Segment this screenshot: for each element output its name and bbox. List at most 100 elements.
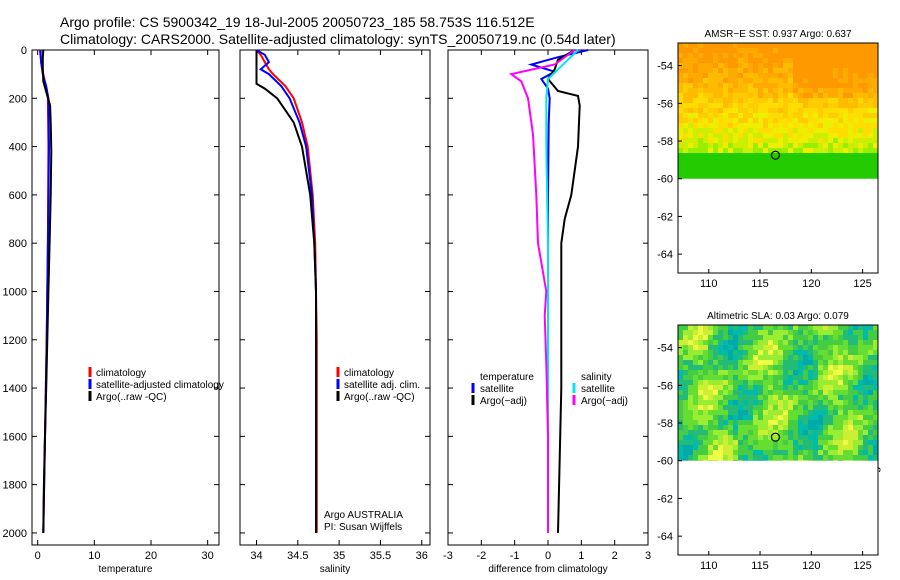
map-cell <box>788 430 793 435</box>
map-cell <box>843 345 848 350</box>
map-cell <box>823 93 828 98</box>
map-cell <box>783 58 788 63</box>
map-cell <box>738 460 743 461</box>
map-cell <box>693 68 698 73</box>
map-cell <box>818 103 823 108</box>
map-cell <box>808 113 813 118</box>
map-cell <box>703 68 708 73</box>
map-cell <box>843 400 848 405</box>
x-tick-label: 2 <box>612 550 618 562</box>
map-cell <box>813 168 818 173</box>
map-cell <box>708 123 713 128</box>
map-cell <box>768 68 773 73</box>
map-cell <box>743 450 748 455</box>
map-cell <box>753 430 758 435</box>
map-cell <box>758 390 763 395</box>
map-cell <box>853 168 858 173</box>
map-cell <box>843 133 848 138</box>
map-cell <box>773 450 778 455</box>
map-cell <box>833 345 838 350</box>
map-cell <box>758 98 763 103</box>
map-cell <box>768 415 773 420</box>
map-cell <box>848 345 853 350</box>
map-cell <box>688 113 693 118</box>
y-tick-label: 1800 <box>3 480 27 492</box>
map-cell <box>868 370 873 375</box>
map-cell <box>743 58 748 63</box>
map-cell <box>808 355 813 360</box>
map-cell <box>778 168 783 173</box>
map-cell <box>853 163 858 168</box>
map-cell <box>788 73 793 78</box>
map-cell <box>838 73 843 78</box>
map-cell <box>743 103 748 108</box>
map-cell <box>858 113 863 118</box>
map-cell <box>698 103 703 108</box>
map-cell <box>748 340 753 345</box>
map-cell <box>798 400 803 405</box>
map-cell <box>688 53 693 58</box>
map-cell <box>793 420 798 425</box>
map-cell <box>753 420 758 425</box>
map-cell <box>743 73 748 78</box>
map-cell <box>798 78 803 83</box>
map-cell <box>858 148 863 153</box>
map-cell <box>858 410 863 415</box>
map-cell <box>728 43 733 48</box>
map-cell <box>833 143 838 148</box>
map-cell <box>723 158 728 163</box>
map-cell <box>763 163 768 168</box>
map-cell <box>728 128 733 133</box>
map-cell <box>813 450 818 455</box>
map-cell <box>748 405 753 410</box>
map-cell <box>693 63 698 68</box>
map-cell <box>793 450 798 455</box>
x-tick-label: 36 <box>416 550 428 562</box>
map-cell <box>773 345 778 350</box>
map-cell <box>823 168 828 173</box>
map-cell <box>683 108 688 113</box>
map-cell <box>788 350 793 355</box>
map-cell <box>758 405 763 410</box>
map-cell <box>763 450 768 455</box>
map-cell <box>688 440 693 445</box>
map-cell <box>818 73 823 78</box>
map-cell <box>703 173 708 178</box>
map-cell <box>773 405 778 410</box>
map-cell <box>783 325 788 330</box>
map-cell <box>703 148 708 153</box>
y-tick-label: 1000 <box>3 286 27 298</box>
map-cell <box>858 365 863 370</box>
map-cell <box>768 118 773 123</box>
map-cell <box>693 390 698 395</box>
map-cell <box>743 173 748 178</box>
map-cell <box>733 168 738 173</box>
map-cell <box>813 58 818 63</box>
map-cell <box>748 48 753 53</box>
map-cell <box>803 68 808 73</box>
map-cell <box>748 345 753 350</box>
map-cell <box>793 385 798 390</box>
map-cell <box>748 113 753 118</box>
map-cell <box>693 345 698 350</box>
map-cell <box>703 360 708 365</box>
map-cell <box>683 335 688 340</box>
map-cell <box>793 415 798 420</box>
map-cell <box>703 375 708 380</box>
map-cell <box>748 430 753 435</box>
map-cell <box>713 420 718 425</box>
y-tick-label: -56 <box>657 98 673 110</box>
map-cell <box>723 340 728 345</box>
map-cell <box>843 48 848 53</box>
map-cell <box>718 410 723 415</box>
map-cell <box>748 103 753 108</box>
map-cell <box>858 460 863 461</box>
map-cell <box>768 168 773 173</box>
map-cell <box>873 430 878 435</box>
map-cell <box>693 113 698 118</box>
map-cell <box>678 425 683 430</box>
map-cell <box>818 93 823 98</box>
map-cell <box>868 440 873 445</box>
map-cell <box>728 400 733 405</box>
map-cell <box>683 133 688 138</box>
